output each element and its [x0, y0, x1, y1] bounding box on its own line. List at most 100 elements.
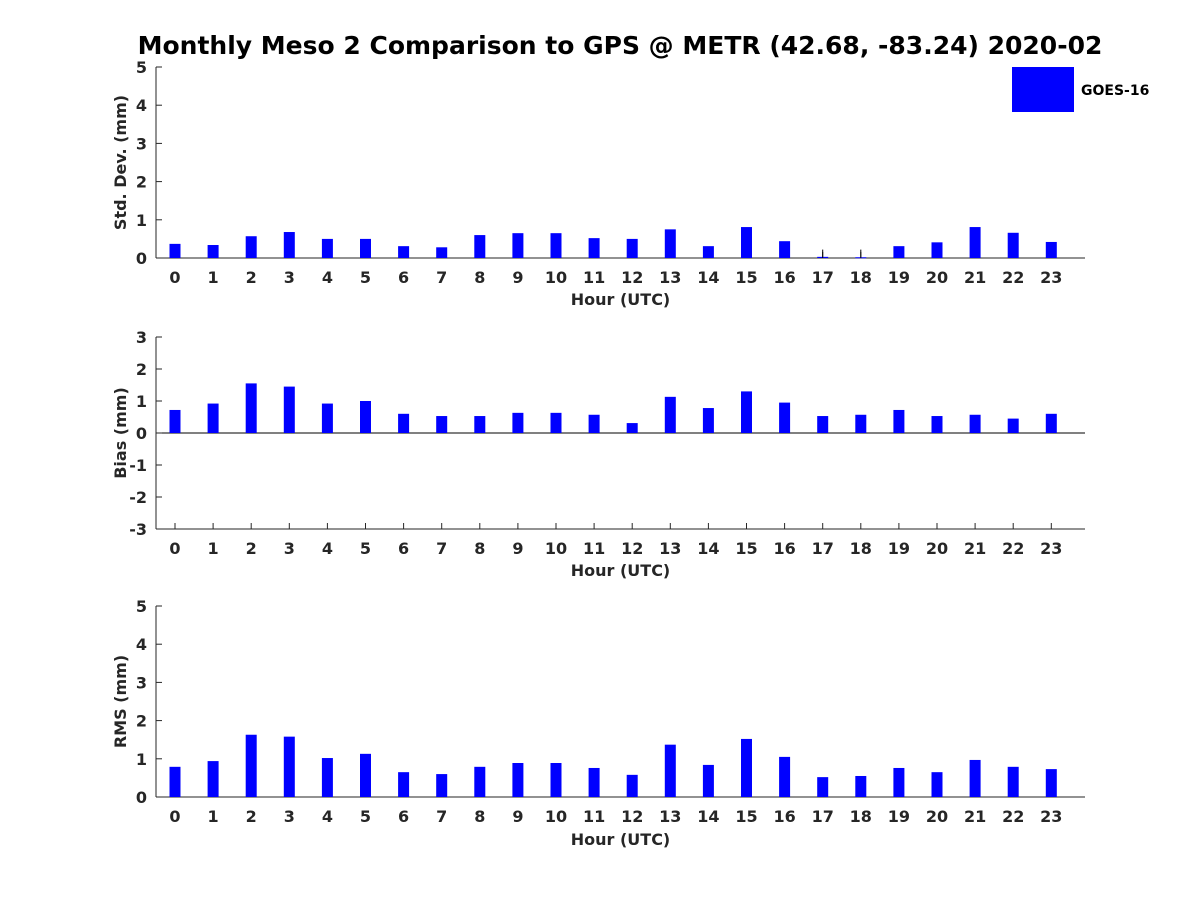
x-tick-label: 4	[322, 807, 333, 826]
x-tick-label: 0	[169, 807, 180, 826]
bar	[283, 232, 295, 258]
bar	[1007, 232, 1019, 258]
x-tick-label: 12	[621, 539, 643, 558]
bar	[702, 408, 714, 433]
legend-swatch	[1012, 67, 1074, 112]
bar	[969, 227, 981, 258]
bar	[817, 416, 829, 433]
bar	[207, 245, 219, 258]
x-tick-label: 6	[398, 539, 409, 558]
x-tick-label: 21	[964, 807, 986, 826]
y-tick-label: 1	[136, 392, 147, 411]
x-tick-label: 8	[474, 807, 485, 826]
bar	[474, 416, 486, 433]
x-tick-label: 14	[697, 268, 719, 287]
y-tick-label: 0	[136, 249, 147, 268]
bar	[626, 238, 638, 258]
x-tick-label: 6	[398, 268, 409, 287]
bar	[931, 416, 943, 433]
bar	[588, 238, 600, 258]
bar	[702, 246, 714, 258]
bar	[436, 247, 448, 258]
x-axis-label: Hour (UTC)	[571, 830, 671, 849]
x-tick-label: 5	[360, 539, 371, 558]
bar	[245, 734, 257, 797]
bar	[245, 236, 257, 258]
x-tick-label: 18	[850, 807, 872, 826]
bar	[855, 775, 867, 797]
bar	[474, 235, 486, 258]
x-tick-label: 22	[1002, 539, 1024, 558]
x-tick-label: 8	[474, 268, 485, 287]
bar	[779, 756, 791, 797]
y-axis-label: RMS (mm)	[111, 655, 130, 748]
bar	[969, 759, 981, 797]
x-tick-label: 7	[436, 268, 447, 287]
bar	[893, 246, 905, 258]
bar	[893, 767, 905, 797]
legend: GOES-16	[1012, 67, 1149, 112]
x-tick-label: 1	[208, 539, 219, 558]
x-tick-label: 20	[926, 268, 948, 287]
bar	[321, 238, 333, 258]
x-tick-label: 15	[735, 268, 757, 287]
bar	[398, 772, 410, 797]
x-tick-label: 17	[812, 807, 834, 826]
x-tick-label: 17	[812, 268, 834, 287]
bar	[1045, 241, 1057, 258]
bar	[855, 414, 867, 433]
x-tick-label: 2	[246, 539, 257, 558]
bar	[169, 766, 181, 797]
bar	[1007, 418, 1019, 433]
bar	[550, 412, 562, 433]
x-axis-label: Hour (UTC)	[571, 290, 671, 309]
x-tick-label: 18	[850, 539, 872, 558]
x-tick-label: 0	[169, 268, 180, 287]
x-tick-label: 17	[812, 539, 834, 558]
bar	[321, 403, 333, 433]
y-tick-label: -3	[129, 520, 147, 539]
x-tick-label: 4	[322, 539, 333, 558]
y-tick-label: 3	[136, 134, 147, 153]
x-tick-label: 10	[545, 807, 567, 826]
y-tick-label: 5	[136, 58, 147, 77]
bar	[779, 241, 791, 258]
bar	[626, 423, 638, 433]
x-tick-label: 9	[512, 539, 523, 558]
y-tick-label: -2	[129, 488, 147, 507]
bar	[283, 386, 295, 433]
bar	[931, 772, 943, 797]
x-tick-label: 15	[735, 807, 757, 826]
bar	[931, 242, 943, 258]
bar	[245, 383, 257, 433]
bar	[626, 774, 638, 797]
bar	[321, 758, 333, 797]
bar	[588, 767, 600, 797]
y-tick-label: 4	[136, 96, 147, 115]
bar	[436, 774, 448, 797]
x-tick-label: 16	[773, 807, 795, 826]
y-tick-label: 2	[136, 173, 147, 192]
x-tick-label: 14	[697, 539, 719, 558]
bar	[741, 738, 752, 797]
bar	[283, 736, 295, 797]
bar	[169, 409, 181, 433]
bar	[664, 744, 676, 797]
x-tick-label: 19	[888, 539, 910, 558]
bar	[741, 227, 752, 258]
y-tick-label: 1	[136, 750, 147, 769]
x-tick-label: 23	[1040, 539, 1062, 558]
x-axis-label: Hour (UTC)	[571, 561, 671, 580]
x-tick-label: 7	[436, 539, 447, 558]
bar	[398, 246, 410, 258]
x-tick-label: 4	[322, 268, 333, 287]
y-tick-label: 4	[136, 635, 147, 654]
bar	[1045, 769, 1057, 797]
bar	[969, 414, 981, 433]
x-tick-label: 21	[964, 268, 986, 287]
x-tick-label: 22	[1002, 807, 1024, 826]
x-tick-label: 14	[697, 807, 719, 826]
bar	[436, 416, 448, 433]
x-tick-label: 9	[512, 807, 523, 826]
